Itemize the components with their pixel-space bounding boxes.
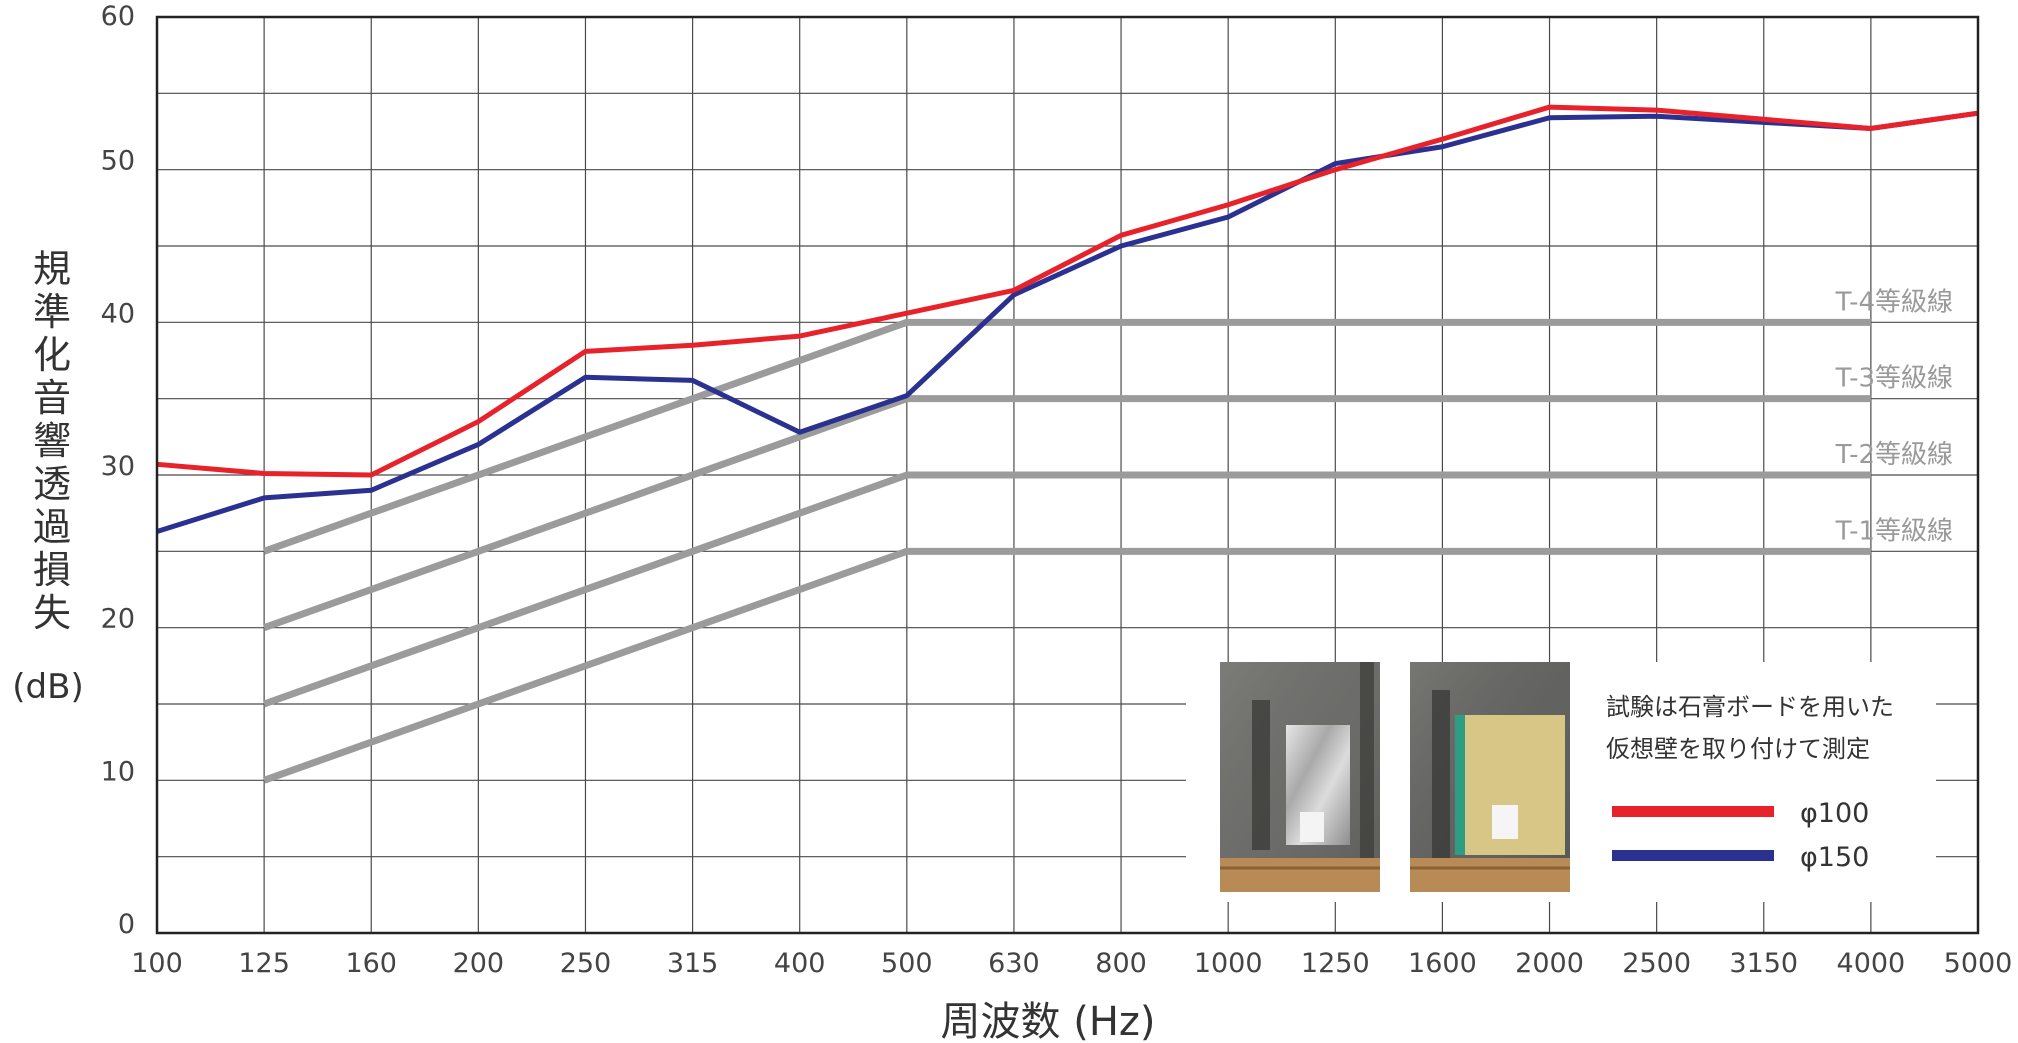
- y-axis-title-char: 過: [33, 505, 71, 549]
- grade-line-t4: [262, 318, 1871, 555]
- x-tick-label: 630: [988, 948, 1040, 979]
- x-tick-label: 160: [345, 948, 397, 979]
- legend-swatch-phi100: [1612, 806, 1774, 817]
- inset-panel: 試験は石膏ボードを用いた 仮想壁を取り付けて測定 φ100 φ150: [1186, 662, 1936, 902]
- photo-installed-vent-board: [1410, 662, 1570, 892]
- series-line-phi150: [156, 110, 1979, 534]
- note-line-1: 試験は石膏ボードを用いた: [1606, 693, 1894, 721]
- x-tick-label: 2000: [1515, 948, 1584, 979]
- series-lines: [156, 104, 1979, 534]
- y-tick-label: 60: [101, 1, 135, 32]
- y-tick-label: 20: [101, 604, 135, 635]
- x-tick-label: 100: [131, 948, 183, 979]
- legend: φ100 φ150: [1612, 798, 1869, 873]
- x-tick-label: 315: [667, 948, 719, 979]
- legend-swatch-phi150: [1612, 850, 1774, 861]
- grade-label-t4: T-4等級線: [1835, 287, 1953, 317]
- grade-lines: T-1等級線 T-2等級線 T-3等級線 T-4等級線: [262, 287, 1953, 784]
- y-tick-label: 10: [101, 756, 135, 787]
- plot-frame: [155, 15, 1980, 935]
- x-tick-label: 1000: [1194, 948, 1263, 979]
- grade-label-t2: T-2等級線: [1835, 440, 1953, 470]
- x-tick-label: 400: [774, 948, 826, 979]
- x-tick-label: 1250: [1301, 948, 1370, 979]
- x-tick-label: 125: [238, 948, 290, 979]
- x-tick-label: 2500: [1622, 948, 1691, 979]
- legend-label-phi150: φ150: [1800, 842, 1869, 873]
- x-tick-label: 200: [453, 948, 505, 979]
- x-tick-label: 500: [881, 948, 933, 979]
- y-axis-title-char: 規: [33, 247, 71, 291]
- y-tick-label: 40: [101, 298, 135, 329]
- y-axis-title-char: 失: [33, 591, 71, 635]
- y-axis-title-char: 化: [33, 333, 71, 377]
- grade-line-t1: [262, 547, 1871, 784]
- legend-label-phi100: φ100: [1800, 798, 1869, 829]
- y-axis-unit: (dB): [12, 667, 83, 707]
- x-tick-label: 3150: [1729, 948, 1798, 979]
- y-axis-title-char: 透: [33, 462, 71, 506]
- y-tick-label: 30: [101, 451, 135, 482]
- grade-line-t2: [262, 471, 1871, 708]
- grade-line-t3: [262, 395, 1871, 631]
- y-axis-title-char: 準: [33, 290, 71, 334]
- note-line-2: 仮想壁を取り付けて測定: [1606, 735, 1870, 763]
- y-tick-label: 0: [118, 909, 135, 940]
- x-tick-label: 800: [1095, 948, 1147, 979]
- x-tick-label: 5000: [1944, 948, 2013, 979]
- y-tick-label: 50: [101, 146, 135, 177]
- y-axis-title-char: 響: [33, 419, 71, 463]
- x-tick-label: 250: [560, 948, 612, 979]
- photo-installed-vent-foil: [1220, 662, 1380, 892]
- x-tick-labels: 100 125 160 200 250 315 400 500 630 800 1000 1250 16…: [131, 948, 2012, 979]
- y-axis-title-char: 音: [33, 376, 71, 420]
- grade-label-t3: T-3等級線: [1835, 364, 1953, 394]
- series-line-phi100: [156, 104, 1979, 478]
- grade-label-t1: T-1等級線: [1835, 516, 1953, 546]
- x-tick-label: 4000: [1837, 948, 1906, 979]
- y-tick-labels: 0 10 20 30 40 50 60: [101, 1, 135, 940]
- y-axis-title-char: 損: [33, 548, 71, 592]
- x-axis-title: 周波数 (Hz): [941, 999, 1156, 1043]
- x-tick-label: 1600: [1408, 948, 1477, 979]
